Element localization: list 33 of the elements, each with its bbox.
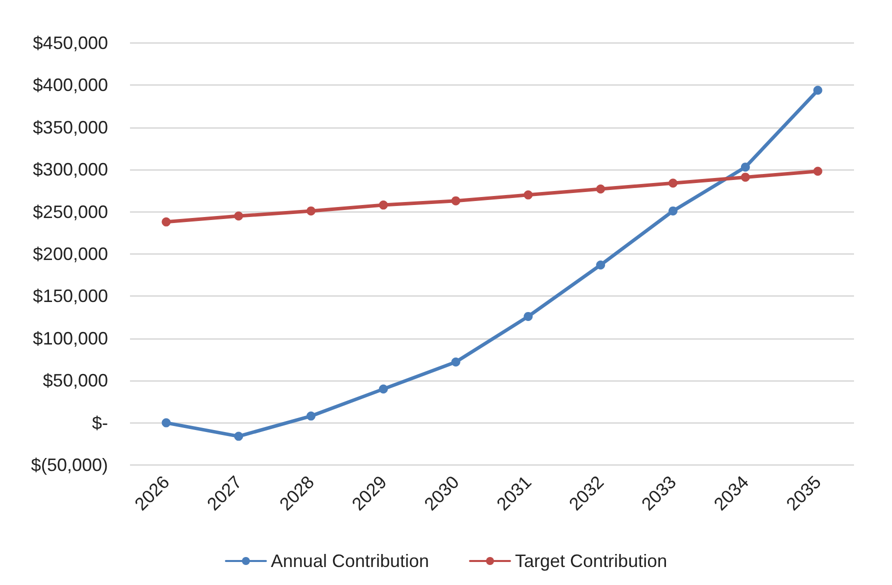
point [813,86,822,95]
y-tick-label: $(50,000) [30,455,108,475]
point [162,217,171,226]
point [668,178,678,188]
y-tick-label: $300,000 [32,160,108,180]
point [451,196,460,206]
point [234,212,244,221]
point [451,358,460,367]
point [596,184,606,194]
point [596,260,606,270]
legend-label: Annual Contribution [270,551,430,571]
point [740,172,750,182]
point [306,206,316,216]
point [740,162,750,172]
y-tick-label: $450,000 [32,33,108,53]
point [524,312,533,321]
point [162,418,171,428]
point [378,384,388,394]
point [524,190,533,200]
y-tick-label: $150,000 [32,286,108,306]
point [306,412,316,421]
point [234,432,244,441]
point [668,206,678,216]
y-tick-label: $50,000 [42,370,108,391]
point [813,166,822,176]
y-tick-label: $350,000 [32,117,108,138]
legend-label: Target Contribution [515,551,668,571]
y-tick-label: $100,000 [32,328,108,348]
y-tick-label: $250,000 [32,202,108,222]
point [378,200,388,210]
y-tick-label: $- [92,412,108,433]
y-tick-label: $200,000 [32,244,108,264]
y-tick-label: $400,000 [32,75,108,96]
